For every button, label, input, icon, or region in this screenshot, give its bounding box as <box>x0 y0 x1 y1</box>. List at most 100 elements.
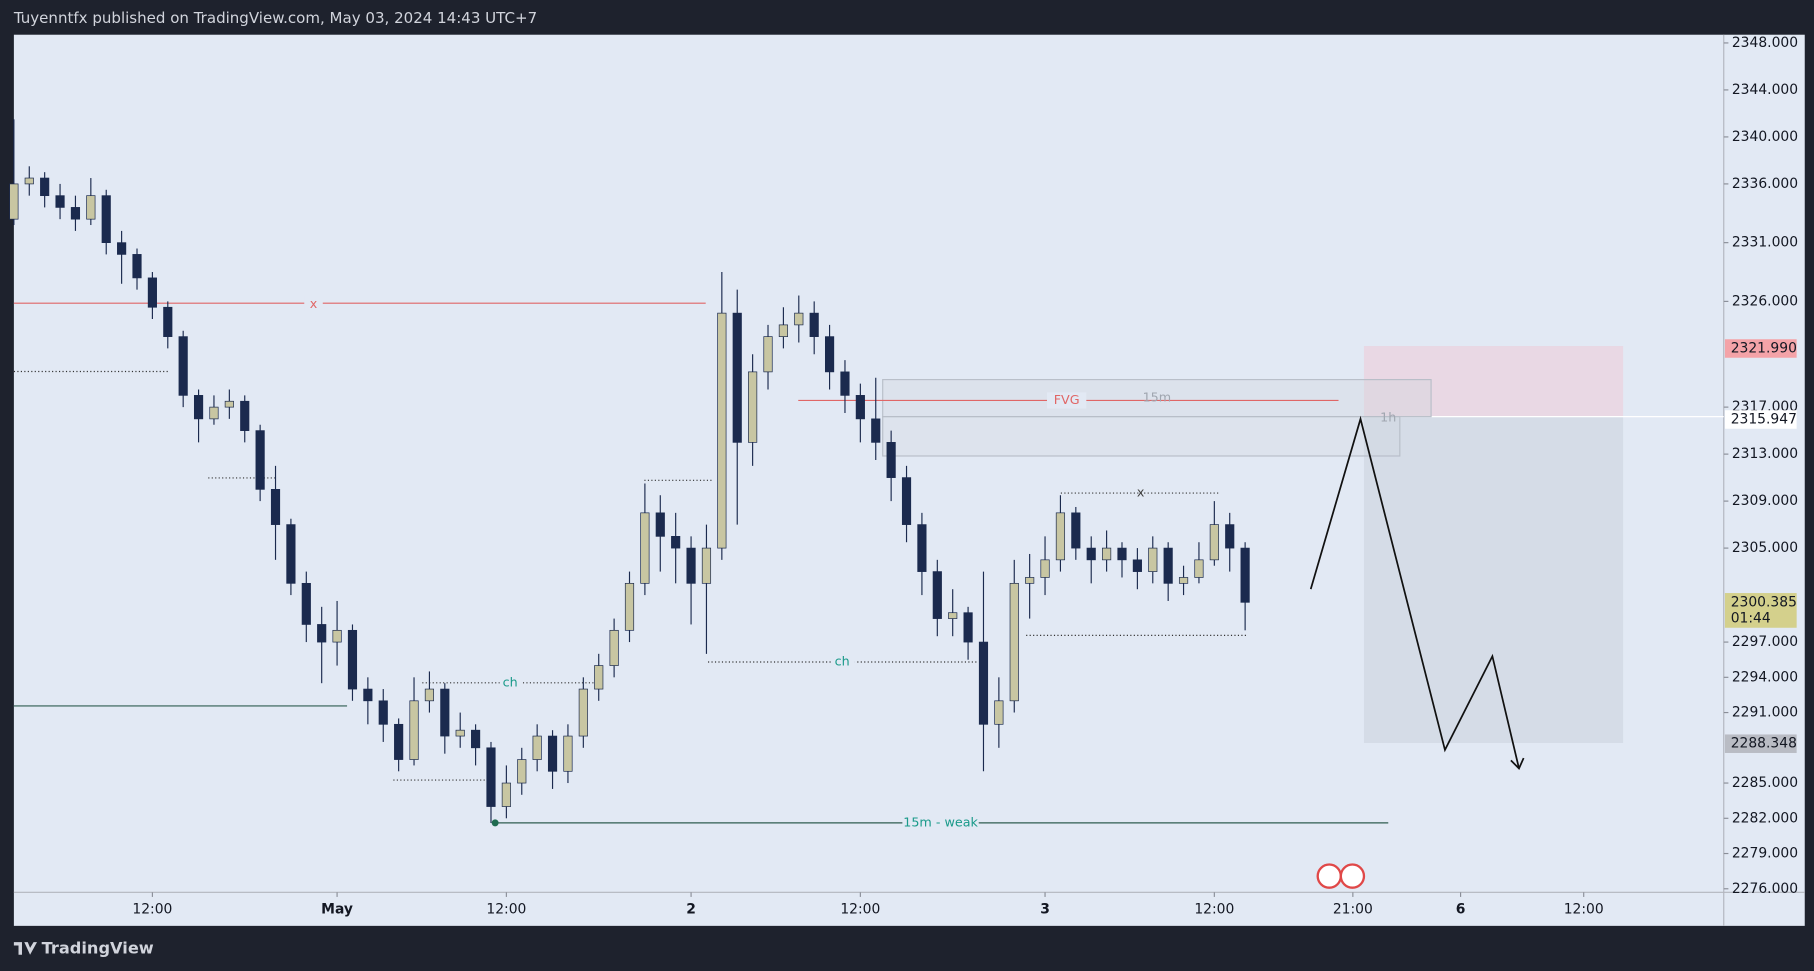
price-tag-countdown: 01:44 <box>1731 611 1771 627</box>
label-bg <box>499 674 523 691</box>
y-tick-label: 2331.000 <box>1732 235 1798 251</box>
candle-body <box>317 624 327 643</box>
label-bg <box>304 295 323 312</box>
candle-body <box>471 729 481 749</box>
candle-body <box>1178 577 1189 584</box>
candle-body <box>1086 547 1096 561</box>
candle-body <box>671 535 681 549</box>
axes: 2348.000 2344.000 2340.000 2336.000 2331.000… <box>132 35 1798 918</box>
candle-body <box>347 629 358 690</box>
y-tick-label: 2279.000 <box>1732 846 1798 862</box>
candle-body <box>886 442 896 478</box>
price-tag-label: 2321.990 <box>1731 340 1797 356</box>
candle-body <box>917 524 927 572</box>
candle-body <box>1194 559 1204 578</box>
y-tick-label: 2276.000 <box>1732 881 1798 897</box>
candle-body <box>255 430 265 490</box>
y-tick-label: 2305.000 <box>1732 540 1798 556</box>
candle-body <box>609 629 619 666</box>
y-tick-label: 2336.000 <box>1732 176 1798 192</box>
y-tick-label: 2313.000 <box>1732 446 1798 462</box>
stop-zone <box>1363 346 1624 417</box>
x-tick-label: 2 <box>686 902 696 918</box>
candle-body <box>240 400 250 431</box>
candles <box>9 119 1250 823</box>
candle-body <box>901 477 912 525</box>
candle-body <box>563 735 573 772</box>
candle-body <box>1132 559 1142 572</box>
candle-body <box>286 524 296 584</box>
candle-body <box>532 735 542 760</box>
candle-body <box>994 700 1004 725</box>
candle-body <box>686 547 696 584</box>
x-tick-label: 6 <box>1456 902 1466 918</box>
annotation: 1h <box>1380 409 1396 424</box>
candle-body <box>86 195 96 220</box>
candle-body <box>1009 582 1019 702</box>
candle-body <box>840 371 850 396</box>
y-tick-label: 2344.000 <box>1732 82 1798 98</box>
candle-body <box>963 612 973 643</box>
candle-body <box>794 312 804 326</box>
candle-body <box>1148 547 1158 572</box>
candle-body <box>147 277 157 308</box>
y-tick-label: 2285.000 <box>1732 775 1798 791</box>
candle-body <box>748 371 758 443</box>
candle-body <box>378 700 388 725</box>
price-tag-label: 2315.947 <box>1731 411 1797 427</box>
candle-body <box>855 395 865 420</box>
candle-body <box>1163 547 1173 584</box>
y-tick-label: 2348.000 <box>1732 35 1798 51</box>
x-tick-label: 3 <box>1040 902 1050 918</box>
candle-body <box>1071 512 1081 549</box>
candle-body <box>655 512 665 537</box>
candle-body <box>394 723 404 760</box>
annotation: x <box>310 296 318 311</box>
candle-body <box>332 629 342 643</box>
y-tick-label: 2294.000 <box>1732 669 1798 685</box>
candle-body <box>209 406 219 420</box>
candle-body <box>424 688 435 702</box>
candle-body <box>70 207 81 220</box>
candle-body <box>1055 512 1066 561</box>
candle-body <box>717 312 727 549</box>
candle-body <box>624 582 635 631</box>
candle-body <box>486 747 496 807</box>
annotation: x <box>1137 485 1145 500</box>
candle-body <box>117 242 127 255</box>
candle-body <box>594 665 604 690</box>
x-tick-label: 21:00 <box>1333 902 1373 918</box>
y-tick-label: 2297.000 <box>1732 634 1798 650</box>
label-bg <box>1046 392 1087 409</box>
candle-body <box>1240 547 1250 603</box>
candle-body <box>701 547 712 584</box>
candle-body <box>363 688 373 702</box>
annotation: ch <box>503 674 518 689</box>
y-tick-label: 2309.000 <box>1732 493 1798 509</box>
annotation: ch <box>835 653 850 668</box>
event-flag <box>1316 863 1342 889</box>
weak-low-point <box>491 819 499 827</box>
candle-body <box>55 195 65 208</box>
candle-body <box>578 688 588 737</box>
candle-body <box>178 336 188 396</box>
annotation: FVG <box>1054 392 1080 407</box>
candle-body <box>547 735 558 772</box>
x-tick-label: May <box>321 902 353 918</box>
projection-path <box>1309 415 1520 769</box>
x-tick-label: 12:00 <box>840 902 880 918</box>
candle-body <box>948 612 958 619</box>
candle-body <box>270 489 281 525</box>
candle-body <box>1040 559 1050 578</box>
annotation: 15m - weak <box>903 814 978 829</box>
drawings <box>13 302 1724 889</box>
header: Tuyenntfx published on TradingView.com, … <box>13 9 537 27</box>
candle-body <box>40 177 50 197</box>
candle-body <box>809 312 819 337</box>
fvg-15m-box <box>882 379 1432 418</box>
candle-body <box>1117 547 1127 561</box>
y-tick-label: 2282.000 <box>1732 810 1798 826</box>
candle-body <box>224 400 234 408</box>
candle-body <box>193 395 204 420</box>
